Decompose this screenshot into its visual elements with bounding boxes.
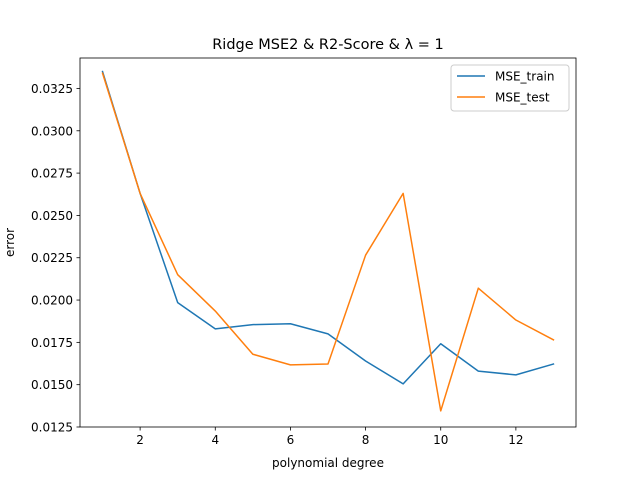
- y-tick-label: 0.0300: [31, 124, 73, 138]
- plot-area: [101, 70, 555, 412]
- series-line-mse-train: [101, 70, 555, 385]
- y-tick-label: 0.0275: [31, 167, 73, 181]
- y-tick-label: 0.0250: [31, 209, 73, 223]
- x-tick-label: 2: [136, 433, 144, 447]
- x-axis: 2 4 6 8 10 12: [136, 427, 524, 447]
- x-axis-label: polynomial degree: [272, 456, 384, 470]
- x-tick-label: 12: [508, 433, 523, 447]
- y-tick-label: 0.0150: [31, 378, 73, 392]
- y-axis-label: error: [3, 228, 17, 257]
- x-tick-label: 10: [433, 433, 448, 447]
- y-tick-label: 0.0200: [31, 294, 73, 308]
- legend-label: MSE_test: [495, 91, 550, 105]
- y-tick-label: 0.0325: [31, 82, 73, 96]
- legend-label: MSE_train: [495, 70, 554, 84]
- y-axis: 0.0125 0.0150 0.0175 0.0200 0.0225 0.0250 0.02…: [31, 82, 80, 435]
- x-tick-label: 6: [287, 433, 295, 447]
- x-tick-label: 4: [211, 433, 219, 447]
- chart-title: Ridge MSE2 & R2-Score & λ = 1: [212, 37, 444, 53]
- y-tick-label: 0.0225: [31, 251, 73, 265]
- legend: MSE_train MSE_test: [450, 64, 570, 112]
- y-tick-label: 0.0125: [31, 421, 73, 435]
- series-line-mse-test: [101, 72, 555, 412]
- axes-frame: [79, 57, 577, 428]
- y-tick-label: 0.0175: [31, 336, 73, 350]
- x-tick-label: 8: [362, 433, 370, 447]
